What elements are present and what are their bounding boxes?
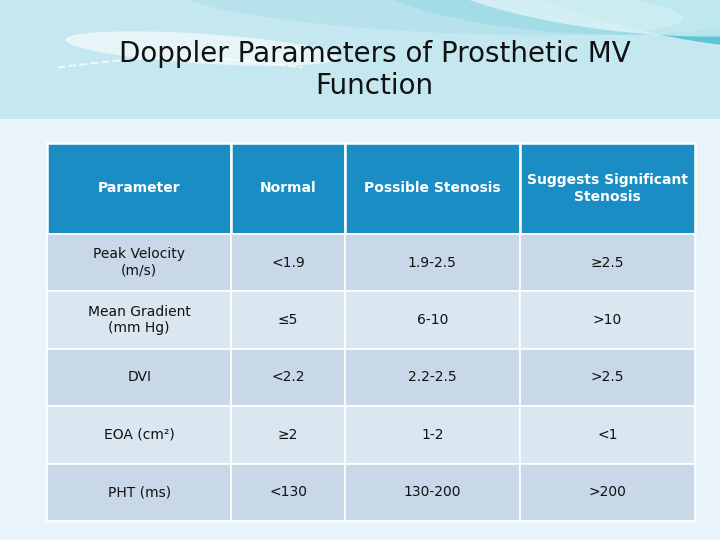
Text: Peak Velocity
(m/s): Peak Velocity (m/s) — [93, 247, 185, 278]
FancyBboxPatch shape — [231, 143, 345, 234]
Text: ≥2.5: ≥2.5 — [590, 255, 624, 269]
Text: 130-200: 130-200 — [404, 485, 461, 500]
Text: PHT (ms): PHT (ms) — [107, 485, 171, 500]
FancyBboxPatch shape — [345, 143, 520, 234]
FancyBboxPatch shape — [345, 349, 520, 406]
FancyBboxPatch shape — [345, 464, 520, 521]
Text: 1.9-2.5: 1.9-2.5 — [408, 255, 456, 269]
FancyBboxPatch shape — [47, 464, 231, 521]
Text: >200: >200 — [588, 485, 626, 500]
FancyBboxPatch shape — [231, 349, 345, 406]
Text: <1: <1 — [597, 428, 618, 442]
FancyBboxPatch shape — [345, 234, 520, 291]
FancyBboxPatch shape — [47, 143, 231, 234]
Ellipse shape — [455, 0, 720, 51]
Text: >10: >10 — [593, 313, 622, 327]
Text: Normal: Normal — [260, 181, 317, 195]
FancyBboxPatch shape — [231, 234, 345, 291]
Text: Possible Stenosis: Possible Stenosis — [364, 181, 500, 195]
Text: ≤5: ≤5 — [278, 313, 298, 327]
Ellipse shape — [181, 0, 683, 36]
FancyBboxPatch shape — [345, 406, 520, 464]
Text: EOA (cm²): EOA (cm²) — [104, 428, 174, 442]
Text: Doppler Parameters of Prosthetic MV
Function: Doppler Parameters of Prosthetic MV Func… — [119, 40, 630, 100]
FancyBboxPatch shape — [520, 234, 695, 291]
FancyBboxPatch shape — [47, 291, 231, 349]
Text: <2.2: <2.2 — [271, 370, 305, 384]
Text: DVI: DVI — [127, 370, 151, 384]
FancyBboxPatch shape — [231, 464, 345, 521]
Text: 1-2: 1-2 — [421, 428, 444, 442]
FancyBboxPatch shape — [231, 291, 345, 349]
FancyBboxPatch shape — [0, 119, 720, 540]
FancyBboxPatch shape — [520, 464, 695, 521]
Text: <130: <130 — [269, 485, 307, 500]
FancyBboxPatch shape — [520, 291, 695, 349]
FancyBboxPatch shape — [231, 406, 345, 464]
Text: <1.9: <1.9 — [271, 255, 305, 269]
Text: 2.2-2.5: 2.2-2.5 — [408, 370, 456, 384]
FancyBboxPatch shape — [520, 143, 695, 234]
Text: 6-10: 6-10 — [417, 313, 448, 327]
FancyBboxPatch shape — [520, 349, 695, 406]
Text: ≥2: ≥2 — [278, 428, 298, 442]
Text: Parameter: Parameter — [98, 181, 181, 195]
Ellipse shape — [66, 31, 338, 66]
FancyBboxPatch shape — [47, 234, 231, 291]
FancyBboxPatch shape — [0, 0, 720, 119]
Text: Suggests Significant
Stenosis: Suggests Significant Stenosis — [527, 173, 688, 204]
FancyBboxPatch shape — [47, 406, 231, 464]
FancyBboxPatch shape — [520, 406, 695, 464]
Ellipse shape — [364, 0, 720, 35]
Ellipse shape — [402, 0, 720, 37]
FancyBboxPatch shape — [345, 291, 520, 349]
Text: Mean Gradient
(mm Hg): Mean Gradient (mm Hg) — [88, 305, 191, 335]
Text: >2.5: >2.5 — [590, 370, 624, 384]
FancyBboxPatch shape — [47, 349, 231, 406]
